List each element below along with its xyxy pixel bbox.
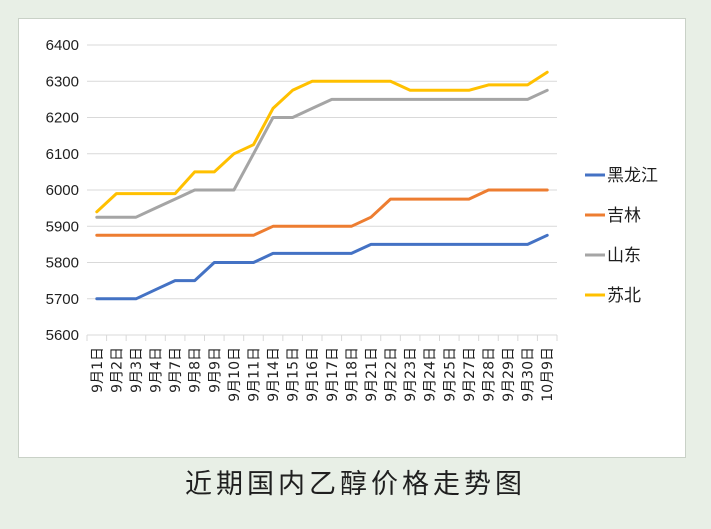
grid-lines xyxy=(86,44,558,341)
y-tick-label: 6100 xyxy=(46,146,79,163)
chart-caption: 近期国内乙醇价格走势图 xyxy=(185,469,526,500)
x-tick-label: 9月10日 xyxy=(227,347,243,402)
series-line-heilongjiang xyxy=(95,233,549,301)
x-tick-label: 9月17日 xyxy=(325,347,341,402)
y-tick-label: 6400 xyxy=(46,37,79,54)
x-tick-label: 9月3日 xyxy=(129,347,145,393)
x-tick-label: 9月30日 xyxy=(521,347,537,402)
y-tick-label: 5800 xyxy=(46,255,79,272)
x-tick-label: 9月21日 xyxy=(364,347,380,402)
x-tick-label: 9月28日 xyxy=(481,347,497,402)
legend-label-jilin: 吉林 xyxy=(607,206,641,226)
x-tick-label: 10月9日 xyxy=(540,347,556,402)
chart-panel: 5600 5700 5800 5900 6000 6100 6200 6300 6400 9月1… xyxy=(18,18,686,458)
x-tick-label: 9月1日 xyxy=(90,347,106,393)
x-tick-label: 9月29日 xyxy=(501,347,517,402)
y-axis-ticks: 5600 5700 5800 5900 6000 6100 6200 6300 6400 xyxy=(46,37,79,344)
x-tick-label: 9月2日 xyxy=(109,347,125,393)
line-chart: 5600 5700 5800 5900 6000 6100 6200 6300 6400 9月1… xyxy=(46,37,658,402)
x-tick-label: 9月18日 xyxy=(344,347,360,402)
y-tick-label: 6000 xyxy=(46,182,79,199)
y-tick-label: 6200 xyxy=(46,110,79,127)
x-tick-label: 9月15日 xyxy=(286,347,302,402)
x-tick-label: 9月25日 xyxy=(442,347,458,402)
legend-label-heilongjiang: 黑龙江 xyxy=(607,166,658,186)
series-line-jilin xyxy=(95,188,549,237)
x-tick-label: 9月14日 xyxy=(266,347,282,402)
legend-label-subei: 苏北 xyxy=(607,286,641,306)
x-tick-label: 9月22日 xyxy=(384,347,400,402)
x-tick-label: 9月9日 xyxy=(207,347,223,393)
x-tick-label: 9月4日 xyxy=(149,347,165,393)
y-tick-label: 5900 xyxy=(46,218,79,235)
y-tick-label: 6300 xyxy=(46,73,79,90)
x-tick-label: 9月27日 xyxy=(462,347,478,402)
x-tick-label: 9月11日 xyxy=(246,347,262,402)
legend-label-shandong: 山东 xyxy=(607,246,641,266)
x-tick-label: 9月24日 xyxy=(423,347,439,402)
y-tick-label: 5700 xyxy=(46,291,79,308)
x-tick-label: 9月23日 xyxy=(403,347,419,402)
x-tick-label: 9月16日 xyxy=(305,347,321,402)
series-lines xyxy=(95,70,549,301)
series-line-shandong xyxy=(95,88,549,219)
y-tick-label: 5600 xyxy=(46,327,79,344)
x-tick-label: 9月7日 xyxy=(168,347,184,393)
x-tick-label: 9月8日 xyxy=(188,347,204,393)
x-axis-ticks: 9月1日 9月2日 9月3日 9月4日 9月7日 9月8日 9月9日 9月10日 9月11日 9月… xyxy=(90,347,556,402)
series-line-subei xyxy=(95,70,549,214)
